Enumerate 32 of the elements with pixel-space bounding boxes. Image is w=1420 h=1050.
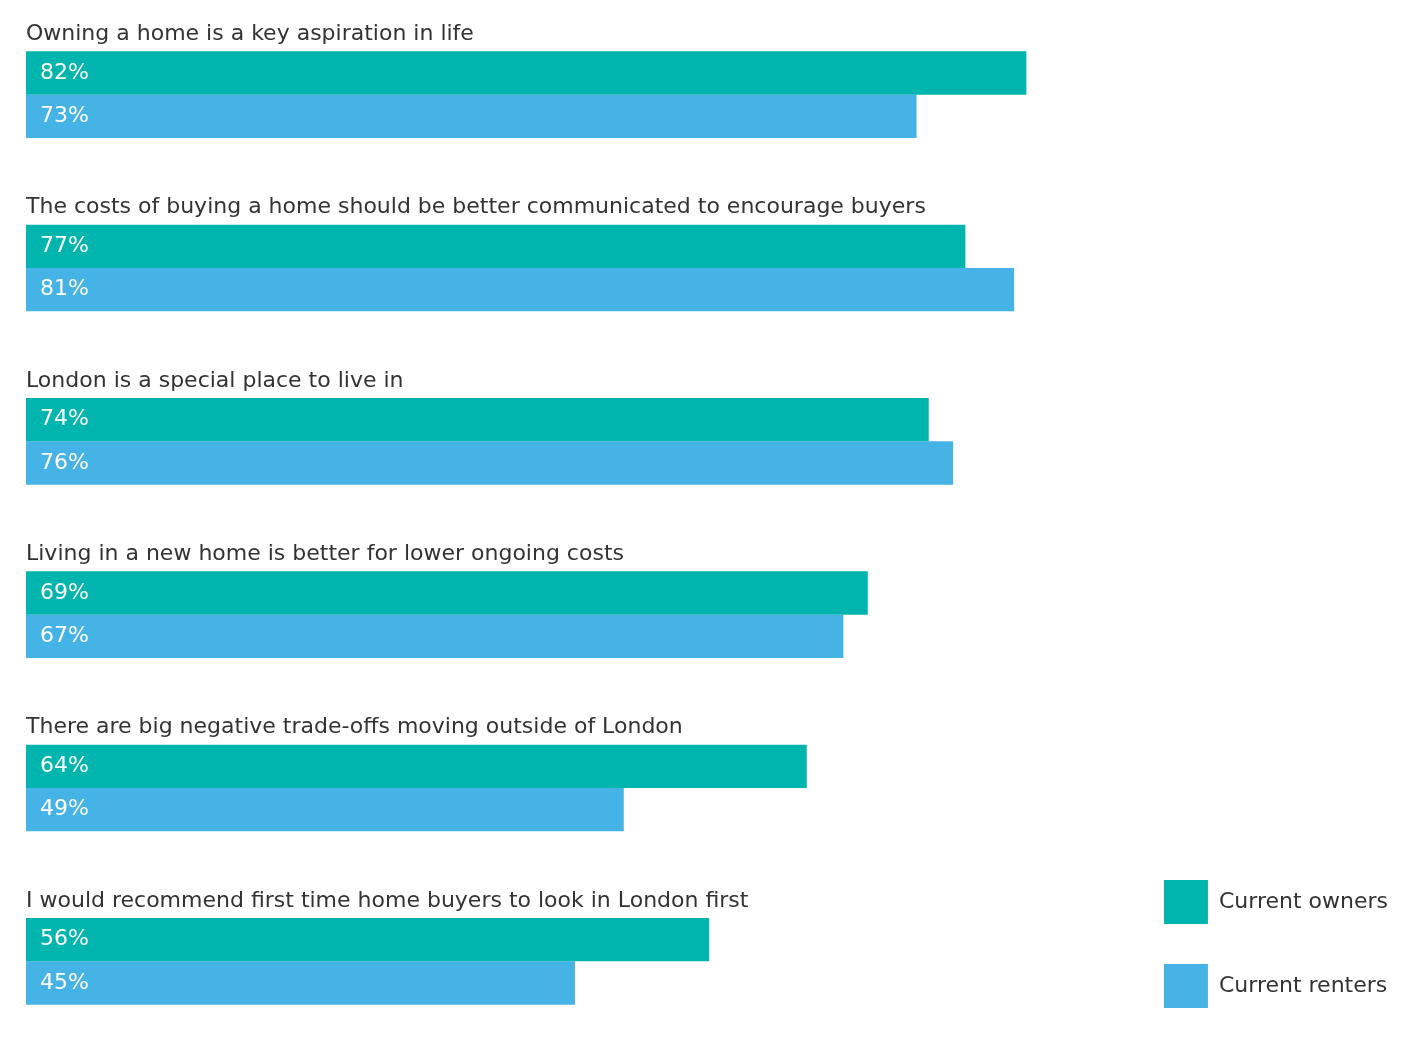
- bar: [26, 268, 1015, 312]
- data-label: 69%: [40, 578, 89, 604]
- bar: [26, 51, 1027, 95]
- data-label: 49%: [40, 795, 89, 821]
- y-tick-label: London is a special place to live in: [26, 366, 404, 392]
- y-tick-label: I would recommend first time home buyers to look in London first: [26, 886, 749, 912]
- legend-label: Current renters: [1218, 971, 1388, 997]
- bar: [26, 788, 624, 832]
- bar: [26, 224, 966, 268]
- legend-label: Current owners: [1218, 887, 1388, 913]
- data-label: 82%: [40, 58, 89, 84]
- data-label: 77%: [40, 232, 89, 258]
- data-label: 73%: [40, 102, 89, 128]
- y-tick-label: Living in a new home is better for lower ongoing costs: [26, 540, 624, 566]
- y-tick-label: There are big negative trade-offs moving outside of London: [25, 713, 683, 739]
- data-label: 67%: [40, 622, 89, 648]
- y-tick-label: The costs of buying a home should be better communicated to encourage buyers: [25, 193, 926, 219]
- bar: [26, 571, 868, 615]
- data-label: 64%: [40, 752, 89, 778]
- bar: [26, 961, 575, 1005]
- bar: [26, 744, 807, 788]
- data-label: 45%: [40, 968, 89, 994]
- bar: [26, 441, 954, 485]
- bar: [26, 614, 844, 658]
- bar: [26, 398, 929, 442]
- data-label: 56%: [40, 925, 89, 951]
- bar: [26, 918, 710, 962]
- y-tick-label: Owning a home is a key aspiration in life: [26, 20, 474, 46]
- data-label: 76%: [40, 448, 89, 474]
- bar: [26, 94, 917, 138]
- data-label: 74%: [40, 405, 89, 431]
- data-label: 81%: [40, 275, 89, 301]
